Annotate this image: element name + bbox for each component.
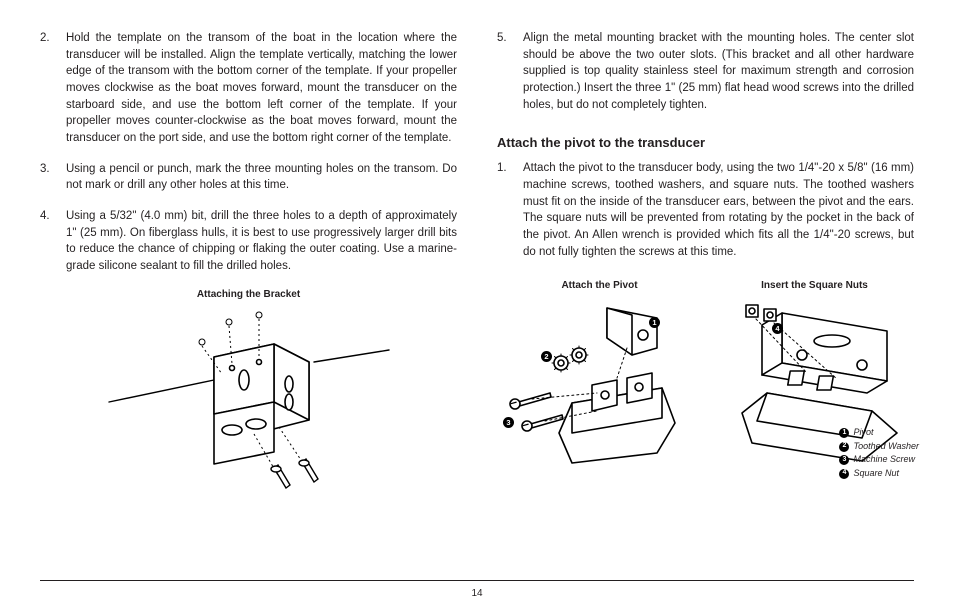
figure-title-bracket: Attaching the Bracket <box>40 289 457 300</box>
figure-bracket <box>40 302 457 492</box>
item-number: 2. <box>40 30 66 147</box>
list-item: 3. Using a pencil or punch, mark the thr… <box>40 161 457 194</box>
legend-3: Machine Screw <box>853 453 915 467</box>
right-figures: Attach the Pivot <box>497 274 914 478</box>
page-number: 14 <box>0 588 954 599</box>
figure-title-nuts: Insert the Square Nuts <box>712 280 917 291</box>
item-text: Using a 5/32" (4.0 mm) bit, drill the th… <box>66 208 457 275</box>
item-text: Using a pencil or punch, mark the three … <box>66 161 457 194</box>
list-item: 4. Using a 5/32" (4.0 mm) bit, drill the… <box>40 208 457 275</box>
item-number: 1. <box>497 160 523 260</box>
right-list-bottom: 1. Attach the pivot to the transducer bo… <box>497 160 914 260</box>
item-number: 4. <box>40 208 66 275</box>
item-text: Hold the template on the transom of the … <box>66 30 457 147</box>
item-number: 3. <box>40 161 66 194</box>
left-column: 2. Hold the template on the transom of t… <box>40 30 457 580</box>
legend-4: Square Nut <box>853 467 899 481</box>
list-item: 2. Hold the template on the transom of t… <box>40 30 457 147</box>
item-text: Align the metal mounting bracket with th… <box>523 30 914 113</box>
item-number: 5. <box>497 30 523 113</box>
legend-2: Toothed Washer <box>853 440 919 454</box>
figure-title-pivot: Attach the Pivot <box>497 280 702 291</box>
section-heading: Attach the pivot to the transducer <box>497 135 914 150</box>
right-column: 5. Align the metal mounting bracket with… <box>497 30 914 580</box>
list-item: 5. Align the metal mounting bracket with… <box>497 30 914 113</box>
footer-rule <box>40 580 914 581</box>
list-item: 1. Attach the pivot to the transducer bo… <box>497 160 914 260</box>
legend: 1Pivot 2Toothed Washer 3Machine Screw 4S… <box>839 426 919 480</box>
item-text: Attach the pivot to the transducer body,… <box>523 160 914 260</box>
figure-pivot: Attach the Pivot <box>497 274 702 478</box>
figure-square-nuts: Insert the Square Nuts <box>712 274 917 478</box>
right-list-top: 5. Align the metal mounting bracket with… <box>497 30 914 113</box>
left-list: 2. Hold the template on the transom of t… <box>40 30 457 275</box>
legend-1: Pivot <box>853 426 873 440</box>
